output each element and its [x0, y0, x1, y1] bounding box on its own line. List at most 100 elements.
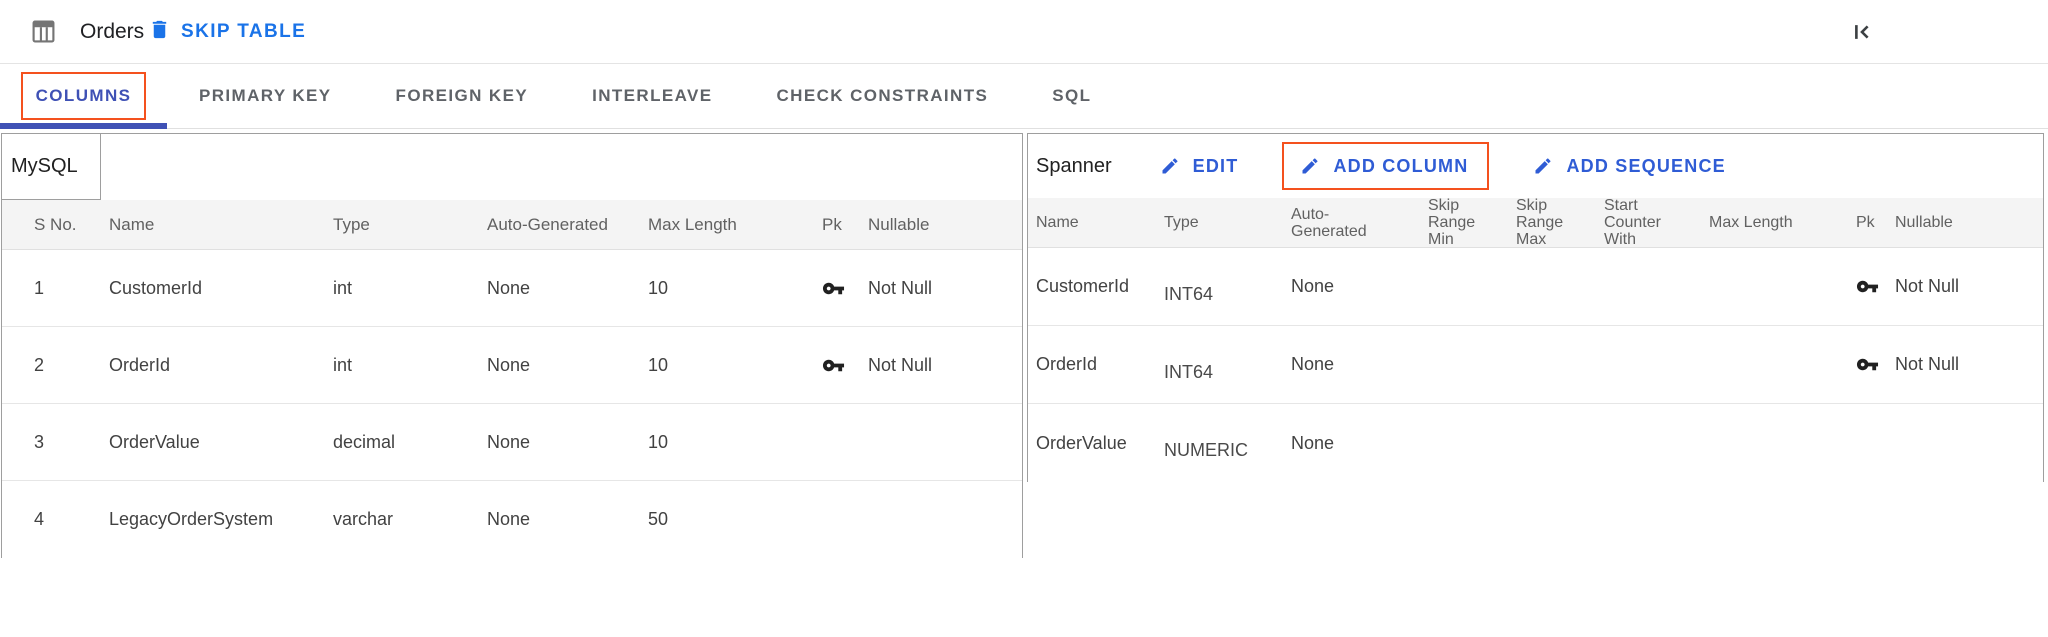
cell-type-dropdown: INT64 — [1164, 361, 1214, 382]
cell-max-length: 10 — [648, 431, 669, 452]
table-grid-icon — [30, 18, 57, 50]
source-db-label: MySQL — [2, 134, 101, 200]
tab-interleave-label: INTERLEAVE — [592, 86, 713, 105]
active-tab-indicator — [0, 123, 167, 129]
cell-sno: 2 — [34, 354, 45, 375]
cell-nullable: Not Null — [1895, 276, 1960, 296]
cell-type: varchar — [333, 509, 394, 529]
cell-sno: 3 — [34, 431, 45, 452]
table-row: 4 LegacyOrderSystem varchar None 50 — [2, 481, 1022, 558]
add-column-button[interactable]: ADD COLUMN — [1300, 156, 1468, 177]
cell-name: CustomerId — [109, 277, 203, 298]
tab-sql[interactable]: SQL — [1020, 64, 1123, 128]
target-columns-table: Spanner EDIT ADD COLUMN ADD SEQUENCE Nam… — [1027, 133, 2044, 482]
cell-auto-generated: None — [487, 431, 531, 452]
col-header-pk: Pk — [1856, 214, 1875, 231]
tab-foreign-key-label: FOREIGN KEY — [395, 86, 529, 105]
col-header-max: Max Length — [648, 214, 737, 234]
page-title: Orders — [80, 19, 145, 43]
source-db-row: MySQL — [2, 134, 1022, 200]
skip-table-button[interactable]: SKIP TABLE — [148, 0, 306, 63]
col-header-max: Max Length — [1709, 214, 1793, 231]
col-header-pk: Pk — [822, 214, 842, 234]
cell-max-length: 10 — [648, 277, 669, 298]
cell-nullable: Not Null — [1895, 354, 1960, 374]
cell-name: CustomerId — [1036, 276, 1130, 296]
col-header-sno: S No. — [34, 214, 77, 234]
primary-key-icon — [822, 354, 868, 377]
cell-max-length: 10 — [648, 354, 669, 375]
cell-type: decimal — [333, 431, 396, 452]
cell-nullable: Not Null — [868, 354, 933, 375]
col-header-name: Name — [109, 214, 155, 234]
cell-nullable: Not Null — [868, 277, 933, 298]
cell-name: OrderValue — [1036, 432, 1127, 453]
target-db-label: Spanner — [1036, 154, 1112, 177]
col-header-type: Type — [333, 214, 370, 234]
pencil-icon — [1535, 158, 1551, 174]
table-row: OrderId INT64 None Not Null — [1028, 326, 2043, 404]
col-header-skip-range-min: Skip Range Min — [1428, 197, 1476, 248]
add-column-highlight-box: ADD COLUMN — [1282, 142, 1490, 190]
col-header-auto: Auto-Generated — [1291, 205, 1367, 240]
tab-columns[interactable]: COLUMNS — [0, 64, 167, 129]
cell-auto-generated: None — [1291, 276, 1335, 296]
cell-type-dropdown: NUMERIC — [1164, 440, 1248, 460]
col-header-start-counter: Start Counter With — [1604, 197, 1661, 248]
add-sequence-button[interactable]: ADD SEQUENCE — [1533, 156, 1725, 177]
table-row: CustomerId INT64 None Not Null — [1028, 248, 2043, 326]
col-header-name: Name — [1036, 214, 1079, 231]
collapse-panel-icon[interactable] — [1844, 15, 1880, 49]
col-header-nullable: Nullable — [868, 214, 930, 234]
toolbar: Orders SKIP TABLE — [0, 0, 2048, 64]
cell-sno: 4 — [34, 509, 45, 529]
cell-auto-generated: None — [487, 354, 531, 375]
cell-name: LegacyOrderSystem — [109, 509, 274, 529]
pencil-icon — [1162, 158, 1178, 174]
trash-icon — [148, 18, 171, 46]
table-row: OrderValue NUMERIC None — [1028, 404, 2043, 482]
cell-auto-generated: None — [487, 509, 531, 529]
cell-type: int — [333, 354, 353, 375]
cell-name: OrderId — [1036, 354, 1098, 374]
columns-highlight-box: COLUMNS — [20, 72, 147, 120]
cell-auto-generated: None — [1291, 354, 1335, 374]
tab-sql-label: SQL — [1052, 86, 1092, 105]
tab-interleave[interactable]: INTERLEAVE — [560, 64, 744, 128]
cell-name: OrderId — [109, 354, 171, 375]
table-row: 2 OrderId int None 10 Not Null — [2, 327, 1022, 404]
col-header-type: Type — [1164, 214, 1199, 231]
primary-key-icon — [1856, 275, 1895, 298]
table-row: 3 OrderValue decimal None 10 — [2, 404, 1022, 481]
table-detail-tabs: COLUMNS PRIMARY KEY FOREIGN KEY INTERLEA… — [0, 64, 2048, 129]
table-row: 1 CustomerId int None 10 Not Null — [2, 250, 1022, 327]
edit-label: EDIT — [1192, 155, 1239, 176]
target-table-header: Name Type Auto-Generated Skip Range Min … — [1028, 197, 2043, 248]
cell-type-dropdown: INT64 — [1164, 283, 1214, 304]
tab-check-constraints[interactable]: CHECK CONSTRAINTS — [745, 64, 1021, 128]
target-action-row: Spanner EDIT ADD COLUMN ADD SEQUENCE — [1028, 134, 2043, 198]
tab-columns-label: COLUMNS — [35, 86, 132, 105]
cell-name: OrderValue — [109, 431, 200, 452]
source-table-header: S No. Name Type Auto-Generated Max Lengt… — [2, 200, 1022, 250]
add-column-label: ADD COLUMN — [1333, 155, 1469, 176]
skip-table-label: SKIP TABLE — [181, 20, 307, 42]
tab-foreign-key[interactable]: FOREIGN KEY — [364, 64, 561, 128]
cell-auto-generated: None — [1291, 432, 1335, 453]
primary-key-icon — [822, 277, 868, 300]
edit-button[interactable]: EDIT — [1160, 156, 1239, 177]
pencil-icon — [1302, 158, 1318, 174]
add-sequence-label: ADD SEQUENCE — [1566, 155, 1726, 176]
col-header-skip-range-max: Skip Range Max — [1516, 197, 1564, 248]
tab-primary-key[interactable]: PRIMARY KEY — [167, 64, 364, 128]
source-columns-table: MySQL S No. Name Type Auto-Generated Max… — [1, 133, 1023, 558]
tab-primary-key-label: PRIMARY KEY — [199, 86, 332, 105]
tab-check-constraints-label: CHECK CONSTRAINTS — [776, 86, 989, 105]
col-header-nullable: Nullable — [1895, 214, 1953, 231]
cell-sno: 1 — [34, 277, 45, 298]
cell-auto-generated: None — [487, 277, 531, 298]
primary-key-icon — [1856, 353, 1895, 376]
cell-max-length: 50 — [648, 509, 669, 529]
cell-type: int — [333, 277, 353, 298]
